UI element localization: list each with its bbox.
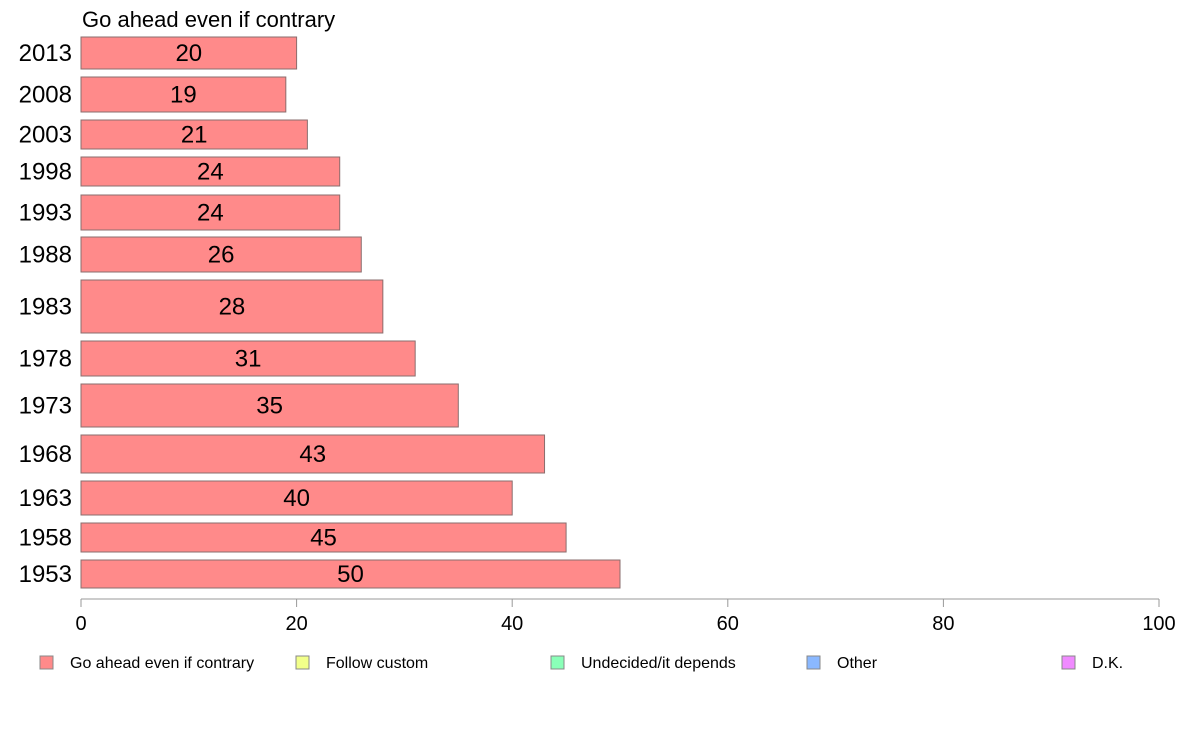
legend-label: Follow custom — [326, 655, 428, 672]
bar-value-label: 28 — [219, 294, 246, 321]
legend-swatch — [1061, 655, 1076, 670]
bar-value-label: 21 — [181, 122, 208, 149]
x-tick-label: 0 — [75, 613, 86, 635]
category-label-1953: 1953 — [19, 561, 72, 588]
x-tick-label: 100 — [1142, 613, 1175, 635]
category-label-1988: 1988 — [19, 242, 72, 269]
year-labels-group: 2013 2008 2003 1998 1993 1988 1983 1978 1973 1968… — [19, 40, 72, 588]
legend-label: Go ahead even if contrary — [70, 655, 254, 672]
legend: Go ahead even if contrary Follow custom Un… — [39, 655, 1123, 672]
category-label-1963: 1963 — [19, 485, 72, 512]
category-label-1983: 1983 — [19, 294, 72, 321]
category-label-1973: 1973 — [19, 393, 72, 420]
bar-value-label: 24 — [197, 200, 224, 227]
bar-1988 — [80, 236, 362, 273]
bar-value-label: 45 — [310, 525, 337, 552]
bar-1983 — [80, 279, 384, 334]
bar-value-label: 20 — [175, 40, 202, 67]
category-label-1998: 1998 — [19, 159, 72, 186]
category-label-1958: 1958 — [19, 525, 72, 552]
bar-1993 — [80, 194, 341, 231]
bar-value-label: 35 — [256, 393, 283, 420]
legend-swatch — [806, 655, 821, 670]
category-label-2008: 2008 — [19, 82, 72, 109]
bar-value-label: 43 — [299, 441, 326, 468]
x-tick-label: 60 — [717, 613, 739, 635]
legend-swatch — [295, 655, 310, 670]
x-tick-label: 80 — [932, 613, 954, 635]
bar-value-label: 24 — [197, 159, 224, 186]
category-label-1993: 1993 — [19, 200, 72, 227]
category-label-2003: 2003 — [19, 122, 72, 149]
x-tick-label: 40 — [501, 613, 523, 635]
bar-1958 — [80, 522, 567, 553]
bar-1953 — [80, 559, 621, 589]
category-label-2013: 2013 — [19, 40, 72, 67]
legend-label: D.K. — [1092, 655, 1123, 672]
bar-2013 — [80, 36, 298, 70]
category-label-1978: 1978 — [19, 346, 72, 373]
bar-1973 — [80, 383, 459, 428]
bar-1978 — [80, 340, 416, 377]
series-title: Go ahead even if contrary — [82, 7, 335, 32]
bar-1968 — [80, 434, 546, 474]
x-tick-label: 20 — [285, 613, 307, 635]
bar-value-label: 31 — [235, 346, 262, 373]
bar-1998 — [80, 156, 341, 187]
legend-swatch — [39, 655, 54, 670]
x-axis: 0 20 40 60 80 100 — [75, 598, 1176, 635]
bar-value-label: 26 — [208, 242, 235, 269]
bar-2008 — [80, 76, 287, 113]
bar-2003 — [80, 119, 308, 150]
legend-swatch — [550, 655, 565, 670]
bar-value-label: 19 — [170, 82, 197, 109]
legend-label: Undecided/it depends — [581, 655, 736, 672]
legend-label: Other — [837, 655, 878, 672]
bar-1963 — [80, 480, 513, 516]
bar-value-label: 50 — [337, 561, 364, 588]
category-label-1968: 1968 — [19, 441, 72, 468]
bar-value-label: 40 — [283, 485, 310, 512]
